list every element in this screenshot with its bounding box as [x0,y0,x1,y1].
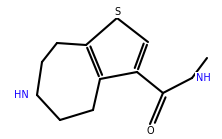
Text: S: S [114,7,120,17]
Text: NH: NH [196,73,211,83]
Text: O: O [146,126,154,136]
Text: HN: HN [14,90,29,100]
